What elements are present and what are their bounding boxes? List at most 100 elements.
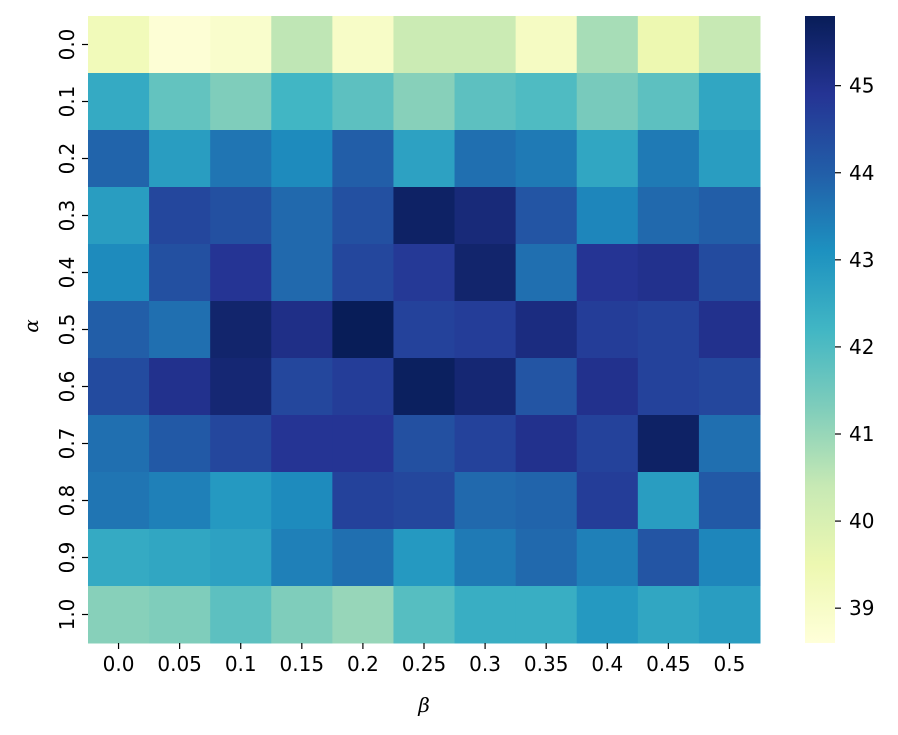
heatmap-cell [698,187,761,245]
heatmap-cell [210,244,272,302]
heatmap-cell [88,130,150,188]
colorbar-tick-label: 45 [849,74,874,98]
x-tick-label: 0.5 [714,652,746,676]
heatmap-cell [515,529,578,587]
heatmap-cell [332,529,394,587]
heatmap-cell [454,301,517,359]
heatmap-cell [454,586,517,644]
heatmap-cell [332,415,394,473]
heatmap-cell [637,187,700,245]
heatmap-cell [637,358,700,416]
heatmap-cell [576,130,639,188]
heatmap-cell [332,586,394,644]
heatmap-cell [698,358,761,416]
heatmap-cell [149,358,211,416]
heatmap-cell [393,472,456,530]
heatmap-cell [149,529,211,587]
heatmap-cell [271,529,333,587]
x-tick-label: 0.4 [591,652,623,676]
heatmap-cell [210,301,272,359]
heatmap-cell [454,415,517,473]
heatmap-cell [698,586,761,644]
heatmap-cell [271,472,333,530]
heatmap-cell [637,472,700,530]
heatmap-cell [332,244,394,302]
heatmap-cell [637,130,700,188]
heatmap-cell [698,301,761,359]
heatmap-cell [454,187,517,245]
heatmap-cell [698,415,761,473]
heatmap-cell [393,529,456,587]
colorbar-tick-label: 40 [849,509,874,533]
colorbar-tick-label: 39 [849,596,874,620]
heatmap-cell [149,301,211,359]
heatmap-cell [149,244,211,302]
heatmap-cell [698,529,761,587]
heatmap-cell [698,73,761,131]
heatmap-cell [210,529,272,587]
heatmap-cell [210,187,272,245]
x-tick-label: 0.3 [469,652,501,676]
heatmap-cell [210,73,272,131]
y-tick-label: 0.4 [55,257,79,289]
heatmap-cell [88,301,150,359]
heatmap-cell [332,130,394,188]
heatmap-cell [637,301,700,359]
heatmap-cell [454,529,517,587]
heatmap-cell [88,16,150,74]
heatmap-cell [88,244,150,302]
heatmap-cell [515,415,578,473]
heatmap-cell [698,130,761,188]
heatmap-cell [515,187,578,245]
heatmap-cell [393,415,456,473]
heatmap-cell [515,16,578,74]
heatmap-cell [210,415,272,473]
heatmap-cell [210,16,272,74]
heatmap-cell [637,16,700,74]
y-tick-label: 0.5 [55,314,79,346]
heatmap-cell [271,301,333,359]
heatmap-cell [576,244,639,302]
x-tick-label: 0.0 [103,652,135,676]
heatmap-cell [88,529,150,587]
heatmap-cell [393,130,456,188]
heatmap-cell [576,73,639,131]
x-axis-ticks: 0.0 0.05 0.1 0.15 0.2 0.25 0.3 0.35 0.4 0.45 0.5 [103,643,746,676]
colorbar-tick-label: 44 [849,161,874,185]
heatmap-cell [271,16,333,74]
heatmap-cell [454,244,517,302]
heatmap-cell [393,301,456,359]
heatmap-cell [332,301,394,359]
heatmap-cell [576,529,639,587]
heatmap-cell [210,358,272,416]
heatmap-cell [637,73,700,131]
colorbar-tick-label: 41 [849,422,874,446]
heatmap-cell [454,358,517,416]
y-tick-label: 0.9 [55,542,79,574]
x-tick-label: 0.45 [646,652,691,676]
x-tick-label: 0.25 [402,652,447,676]
heatmap-cell [271,187,333,245]
heatmap-cell [698,16,761,74]
heatmap-cell [393,244,456,302]
heatmap-cell [454,472,517,530]
y-tick-label: 0.3 [55,200,79,232]
heatmap-cell [88,187,150,245]
heatmap-cell [393,358,456,416]
heatmap-cells [88,16,761,644]
heatmap-cell [332,358,394,416]
heatmap-cell [149,16,211,74]
heatmap-cell [210,130,272,188]
heatmap-cell [637,415,700,473]
x-tick-label: 0.05 [157,652,202,676]
heatmap-cell [271,73,333,131]
heatmap-cell [271,358,333,416]
heatmap-cell [637,244,700,302]
heatmap-cell [149,586,211,644]
heatmap-cell [332,187,394,245]
heatmap-cell [515,73,578,131]
heatmap-cell [576,472,639,530]
heatmap-cell [271,244,333,302]
heatmap-cell [637,586,700,644]
